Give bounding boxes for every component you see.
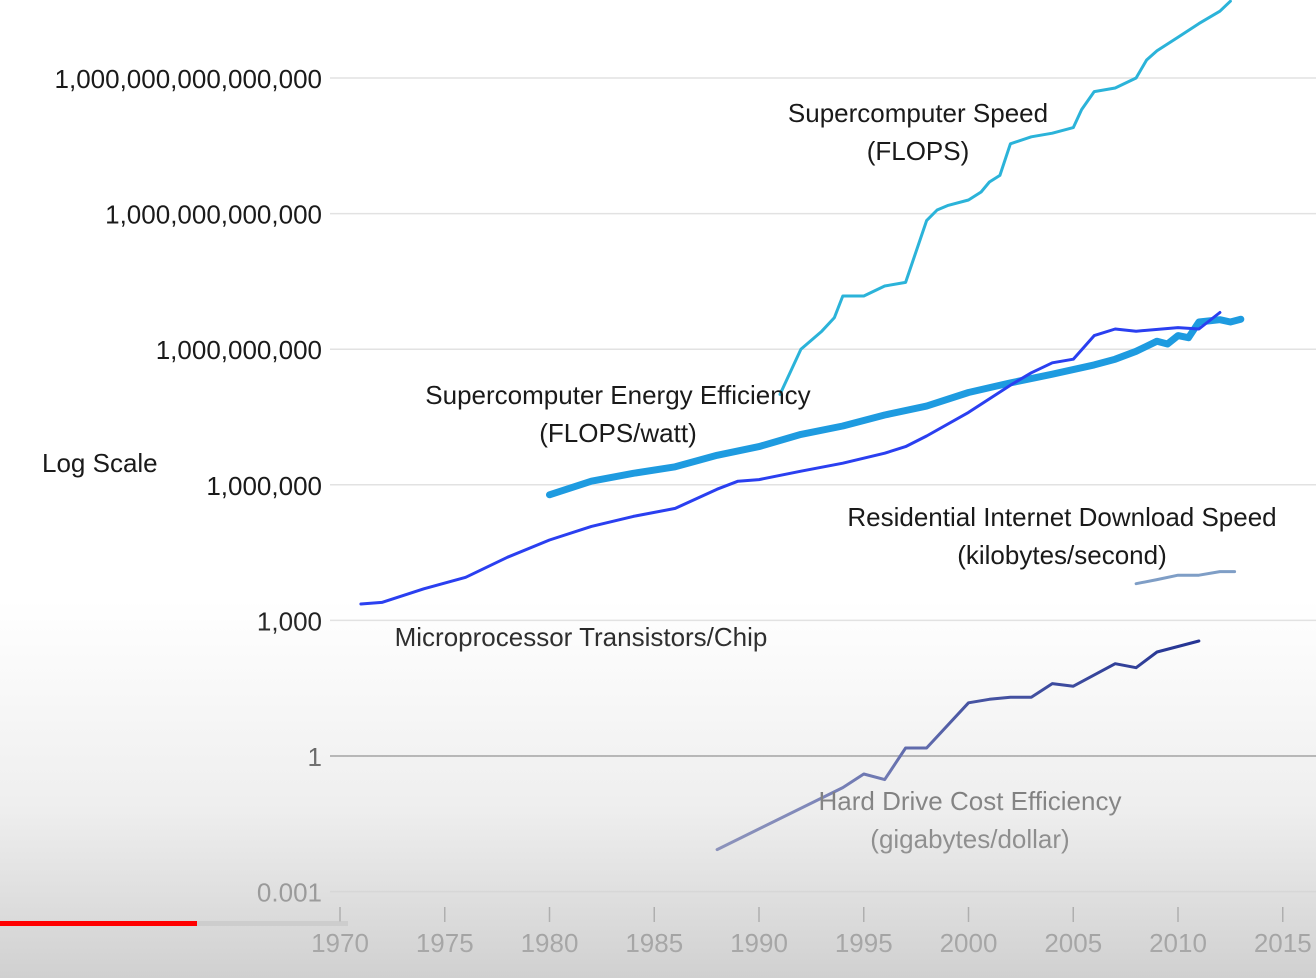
- series-line-1: [546, 315, 1245, 499]
- series-label-3: Residential Internet Download Speed: [847, 502, 1276, 532]
- x-tick-label: 2005: [1044, 928, 1102, 958]
- series-label-2: Microprocessor Transistors/Chip: [395, 622, 768, 652]
- gridlines: [330, 77, 1316, 893]
- x-tick-label: 1995: [835, 928, 893, 958]
- series-line-3: [1134, 570, 1237, 586]
- x-tick-label: 1980: [521, 928, 579, 958]
- series-labels: Supercomputer Speed (FLOPS) Supercomputer …: [395, 98, 1277, 854]
- y-axis: 0.001 1 1,000 1,000,000 1,000,000,000 1,000,0…: [55, 64, 322, 908]
- y-tick-label: 1,000: [257, 606, 322, 636]
- x-tick-label: 1985: [625, 928, 683, 958]
- series-label-0: (FLOPS): [867, 136, 970, 166]
- x-tick-label: 2015: [1254, 928, 1312, 958]
- x-tick-label: 1975: [416, 928, 474, 958]
- x-tick-label: 2000: [940, 928, 998, 958]
- series-label-4: (gigabytes/dollar): [870, 824, 1069, 854]
- series-line-2: [359, 311, 1222, 606]
- y-tick-label: 1: [308, 742, 322, 772]
- series-label-1: Supercomputer Energy Efficiency: [425, 380, 810, 410]
- video-progress-fill: [0, 921, 198, 926]
- y-tick-label: 1,000,000,000,000,000: [55, 64, 322, 94]
- y-axis-label: Log Scale: [42, 448, 158, 478]
- series: [359, 0, 1245, 852]
- series-line-4: [715, 639, 1201, 852]
- x-tick-label: 2010: [1149, 928, 1207, 958]
- y-tick-label: 1,000,000,000: [156, 335, 322, 365]
- series-label-4: Hard Drive Cost Efficiency: [819, 786, 1122, 816]
- y-tick-label: 1,000,000: [206, 471, 322, 501]
- series-label-3: (kilobytes/second): [957, 540, 1167, 570]
- series-line-0: [778, 0, 1232, 396]
- x-axis: 1970 1975 1980 1985 1990 1995 2000 2005 2010 2015: [311, 907, 1312, 958]
- y-tick-label: 1,000,000,000,000: [105, 200, 322, 230]
- video-progress-bar[interactable]: [0, 921, 348, 926]
- series-label-1: (FLOPS/watt): [539, 418, 696, 448]
- x-tick-label: 1970: [311, 928, 369, 958]
- series-label-0: Supercomputer Speed: [788, 98, 1048, 128]
- y-tick-label: 0.001: [257, 878, 322, 908]
- x-tick-label: 1990: [730, 928, 788, 958]
